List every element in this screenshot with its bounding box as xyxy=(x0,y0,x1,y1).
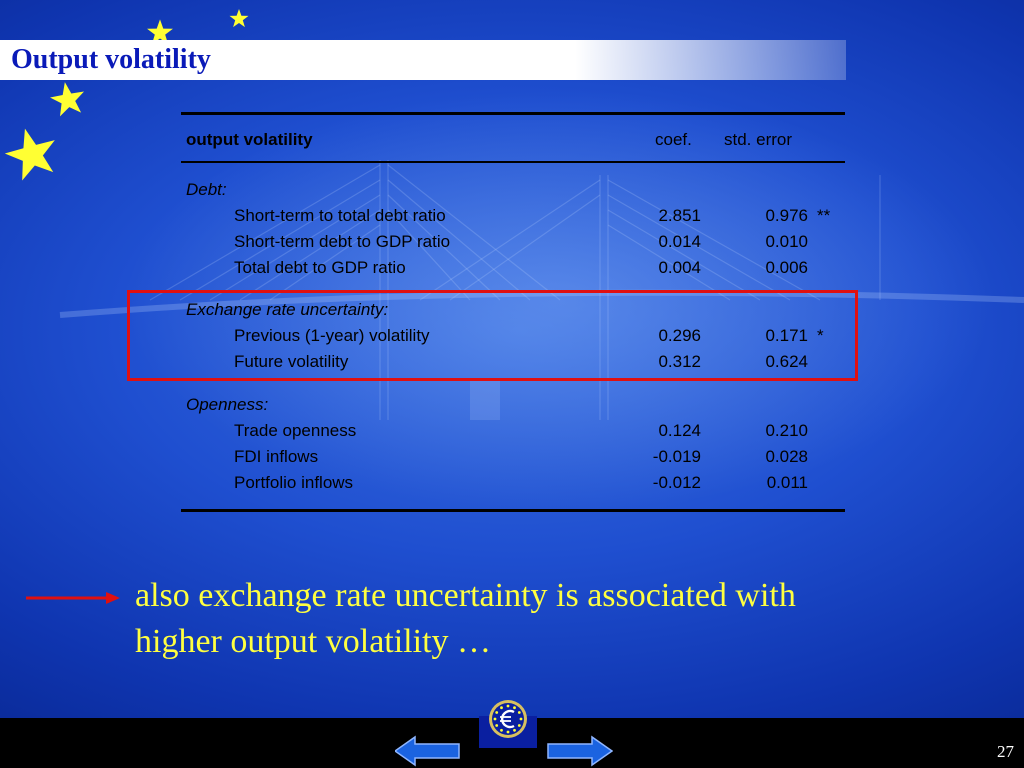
star-icon xyxy=(147,19,173,45)
next-slide-button[interactable] xyxy=(547,735,613,767)
left-arrow-icon xyxy=(395,735,460,767)
row-std-error: 0.006 xyxy=(765,258,808,277)
table-group-header: Exchange rate uncertainty: xyxy=(0,298,1024,322)
row-label: Portfolio inflows xyxy=(234,473,354,492)
conclusion-line-2: higher output volatility … xyxy=(135,623,492,660)
row-significance: * xyxy=(817,326,824,345)
table-row: Portfolio inflows -0.012 0.011 xyxy=(0,471,1024,495)
row-std-error: 0.171 xyxy=(765,326,808,345)
row-coef: -0.012 xyxy=(652,473,701,492)
euro-logo-icon xyxy=(479,700,537,748)
row-coef: 0.296 xyxy=(658,326,701,345)
row-std-error: 0.976 xyxy=(765,206,808,225)
table-header-label: output volatility xyxy=(186,130,313,149)
row-std-error: 0.011 xyxy=(766,473,808,492)
row-coef: 0.312 xyxy=(658,352,701,371)
row-coef: 0.124 xyxy=(658,421,701,440)
row-label: Short-term to total debt ratio xyxy=(234,206,446,225)
slide-title: Output volatility xyxy=(11,44,211,75)
table-row: Trade openness 0.124 0.210 xyxy=(0,419,1024,443)
conclusion-text: also exchange rate uncertainty is associ… xyxy=(135,573,935,665)
row-std-error: 0.010 xyxy=(765,232,808,251)
table-header-rule xyxy=(181,161,845,163)
table-row: Total debt to GDP ratio 0.004 0.006 xyxy=(0,256,1024,280)
right-arrow-icon xyxy=(547,735,613,767)
row-label: Total debt to GDP ratio xyxy=(234,258,406,277)
row-coef: 0.014 xyxy=(658,232,701,251)
conclusion-line-1: also exchange rate uncertainty is associ… xyxy=(135,577,796,614)
row-label: Short-term debt to GDP ratio xyxy=(234,232,451,251)
row-coef: -0.019 xyxy=(652,447,701,466)
table-row: Short-term debt to GDP ratio 0.014 0.010 xyxy=(0,230,1024,254)
row-coef: 2.851 xyxy=(658,206,701,225)
table-row: FDI inflows -0.019 0.028 xyxy=(0,445,1024,469)
group-label-exchange-rate: Exchange rate uncertainty: xyxy=(186,300,389,319)
row-coef: 0.004 xyxy=(658,258,701,277)
title-bar xyxy=(0,40,846,80)
table-header-std-error: std. error xyxy=(724,130,793,149)
row-std-error: 0.624 xyxy=(765,352,808,371)
row-std-error: 0.210 xyxy=(765,421,808,440)
star-icon xyxy=(50,82,85,117)
previous-slide-button[interactable] xyxy=(395,735,461,767)
table-row: Future volatility 0.312 0.624 xyxy=(0,350,1024,374)
row-std-error: 0.028 xyxy=(765,447,808,466)
slide-background: Output volatility output volatility coef… xyxy=(0,0,1024,718)
row-significance: ** xyxy=(817,206,831,225)
highlight-box xyxy=(127,290,858,381)
red-arrow-icon xyxy=(26,592,120,604)
star-icon xyxy=(4,128,55,181)
table-group-header: Debt: xyxy=(0,178,1024,202)
row-label: Previous (1-year) volatility xyxy=(234,326,430,345)
star-icon xyxy=(229,9,249,28)
table-row: Short-term to total debt ratio 2.851 0.9… xyxy=(0,204,1024,228)
row-label: Future volatility xyxy=(234,352,349,371)
group-label-openness: Openness: xyxy=(186,395,269,414)
table-bottom-rule xyxy=(181,509,845,512)
page-number: 27 xyxy=(997,742,1014,761)
table-row: Previous (1-year) volatility 0.296 0.171… xyxy=(0,324,1024,348)
group-label-debt: Debt: xyxy=(186,180,227,199)
row-label: FDI inflows xyxy=(234,447,319,466)
bridge-background-image xyxy=(59,160,1024,420)
table-top-rule xyxy=(181,112,845,115)
table-header-coef: coef. xyxy=(655,130,692,149)
row-label: Trade openness xyxy=(234,421,357,440)
table-group-header: Openness: xyxy=(0,393,1024,417)
